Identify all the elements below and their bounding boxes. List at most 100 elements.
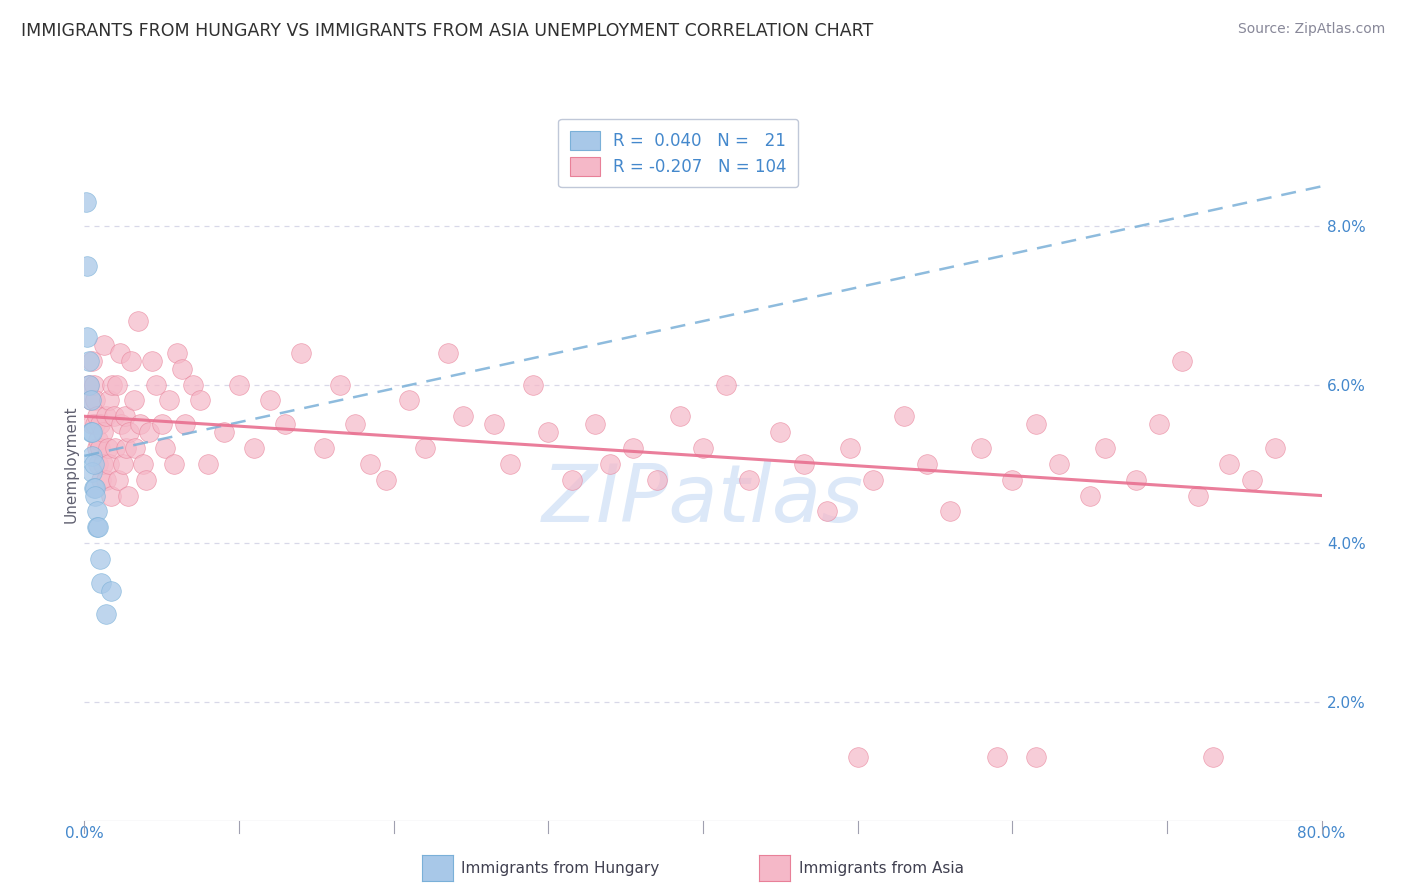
Text: Source: ZipAtlas.com: Source: ZipAtlas.com bbox=[1237, 22, 1385, 37]
Point bbox=[344, 417, 367, 432]
Point bbox=[90, 575, 112, 590]
Point bbox=[79, 425, 101, 439]
Point bbox=[166, 346, 188, 360]
Point bbox=[132, 457, 155, 471]
Text: Immigrants from Hungary: Immigrants from Hungary bbox=[461, 862, 659, 876]
Point bbox=[1218, 457, 1240, 471]
Point bbox=[76, 259, 98, 273]
Text: IMMIGRANTS FROM HUNGARY VS IMMIGRANTS FROM ASIA UNEMPLOYMENT CORRELATION CHART: IMMIGRANTS FROM HUNGARY VS IMMIGRANTS FR… bbox=[21, 22, 873, 40]
Point bbox=[716, 377, 738, 392]
Point bbox=[290, 346, 312, 360]
Point bbox=[77, 353, 100, 368]
Point bbox=[94, 607, 117, 622]
Point bbox=[117, 489, 139, 503]
Point bbox=[86, 441, 108, 455]
Point bbox=[939, 504, 962, 518]
Point bbox=[103, 409, 125, 424]
Point bbox=[82, 425, 104, 439]
Point bbox=[1025, 417, 1047, 432]
Point bbox=[91, 425, 114, 439]
Point bbox=[862, 473, 884, 487]
Point bbox=[917, 457, 939, 471]
Point bbox=[645, 473, 668, 487]
Point bbox=[120, 353, 142, 368]
Point bbox=[893, 409, 915, 424]
Point bbox=[375, 473, 398, 487]
Point bbox=[84, 489, 107, 503]
Point bbox=[100, 583, 122, 598]
Point bbox=[174, 417, 197, 432]
Point bbox=[83, 481, 105, 495]
Point bbox=[82, 465, 104, 479]
Point bbox=[839, 441, 862, 455]
Point bbox=[107, 473, 129, 487]
Point bbox=[77, 377, 100, 392]
Text: ZIPatlas: ZIPatlas bbox=[541, 460, 865, 539]
Point bbox=[537, 425, 560, 439]
Point bbox=[79, 393, 101, 408]
Point bbox=[1264, 441, 1286, 455]
Point bbox=[83, 457, 105, 471]
Point bbox=[150, 417, 173, 432]
Point bbox=[793, 457, 815, 471]
Point bbox=[98, 393, 121, 408]
Point bbox=[91, 457, 114, 471]
Point bbox=[437, 346, 460, 360]
Point bbox=[360, 457, 382, 471]
Point bbox=[181, 377, 204, 392]
Point bbox=[413, 441, 436, 455]
Point bbox=[769, 425, 792, 439]
Point bbox=[1171, 353, 1194, 368]
Point bbox=[499, 457, 522, 471]
Point bbox=[170, 361, 193, 376]
Point bbox=[89, 417, 111, 432]
Point bbox=[153, 441, 176, 455]
Point bbox=[815, 504, 838, 518]
Point bbox=[84, 417, 107, 432]
Point bbox=[82, 353, 104, 368]
Point bbox=[212, 425, 235, 439]
Point bbox=[228, 377, 250, 392]
Point bbox=[314, 441, 336, 455]
Point bbox=[484, 417, 506, 432]
Point bbox=[453, 409, 475, 424]
Point bbox=[1241, 473, 1264, 487]
Point bbox=[112, 457, 135, 471]
Point bbox=[135, 473, 157, 487]
Point bbox=[398, 393, 420, 408]
Point bbox=[94, 409, 117, 424]
Point bbox=[110, 417, 132, 432]
Point bbox=[1047, 457, 1070, 471]
Point bbox=[87, 457, 110, 471]
Point bbox=[93, 338, 115, 352]
Point bbox=[583, 417, 606, 432]
Point bbox=[90, 473, 112, 487]
Point bbox=[94, 473, 117, 487]
Point bbox=[118, 425, 141, 439]
Point bbox=[86, 504, 108, 518]
Point bbox=[599, 457, 621, 471]
Point bbox=[84, 393, 107, 408]
Point bbox=[1094, 441, 1116, 455]
Point bbox=[1078, 489, 1101, 503]
Point bbox=[846, 750, 869, 764]
Point bbox=[87, 520, 110, 534]
Point bbox=[77, 377, 100, 392]
Point bbox=[104, 441, 127, 455]
Y-axis label: Unemployment: Unemployment bbox=[63, 405, 79, 523]
Point bbox=[89, 441, 111, 455]
Point bbox=[105, 377, 128, 392]
Point bbox=[243, 441, 266, 455]
Point bbox=[98, 457, 121, 471]
Point bbox=[1125, 473, 1147, 487]
Point bbox=[87, 433, 110, 447]
Point bbox=[76, 330, 98, 344]
Point bbox=[1187, 489, 1209, 503]
Point bbox=[669, 409, 692, 424]
Point bbox=[1025, 750, 1047, 764]
Point bbox=[163, 457, 186, 471]
Point bbox=[83, 377, 105, 392]
Point bbox=[82, 417, 104, 432]
Point bbox=[159, 393, 181, 408]
Point bbox=[986, 750, 1008, 764]
